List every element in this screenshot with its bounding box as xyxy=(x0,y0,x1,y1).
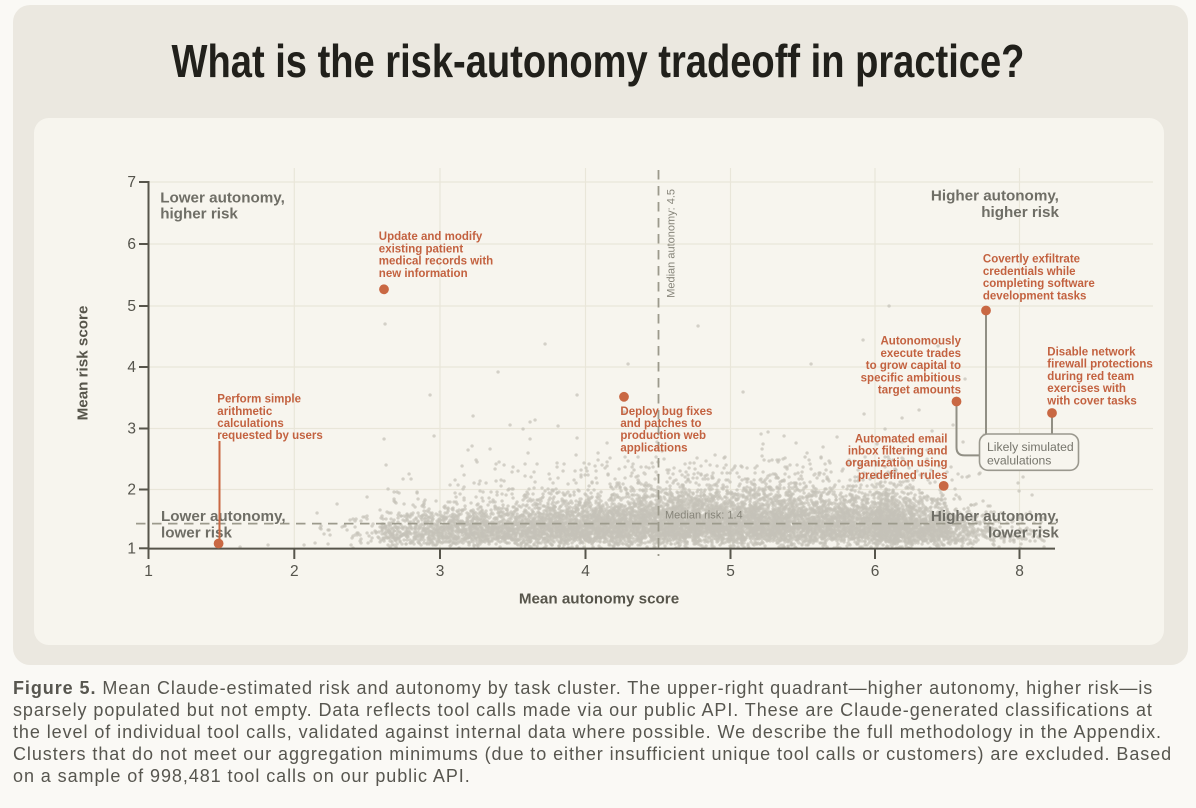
svg-text:Likely simulated: Likely simulated xyxy=(987,440,1074,454)
svg-text:3: 3 xyxy=(436,563,445,580)
svg-text:lower risk: lower risk xyxy=(988,525,1059,542)
svg-text:Median autonomy: 4.5: Median autonomy: 4.5 xyxy=(666,189,678,298)
svg-text:4: 4 xyxy=(581,563,590,580)
svg-text:Higher autonomy,: Higher autonomy, xyxy=(931,188,1059,205)
svg-text:6: 6 xyxy=(871,563,880,580)
svg-text:Disable network: Disable network xyxy=(1047,347,1136,359)
svg-text:Automated email: Automated email xyxy=(855,433,948,445)
svg-text:lower risk: lower risk xyxy=(161,525,232,542)
svg-text:Mean risk score: Mean risk score xyxy=(75,306,92,421)
svg-text:execute trades: execute trades xyxy=(880,348,961,360)
svg-text:medical records with: medical records with xyxy=(379,256,493,268)
svg-text:evalulations: evalulations xyxy=(987,453,1051,467)
svg-text:Median risk: 1.4: Median risk: 1.4 xyxy=(665,509,743,521)
svg-text:Lower autonomy,: Lower autonomy, xyxy=(160,189,285,206)
svg-text:2: 2 xyxy=(127,482,136,499)
svg-text:higher risk: higher risk xyxy=(981,204,1059,221)
svg-text:target amounts: target amounts xyxy=(878,385,961,397)
svg-text:Autonomously: Autonomously xyxy=(881,336,962,348)
svg-text:4: 4 xyxy=(127,359,136,376)
svg-text:and patches to: and patches to xyxy=(620,418,701,430)
svg-text:credentials while: credentials while xyxy=(983,266,1076,278)
svg-text:Covertly exfiltrate: Covertly exfiltrate xyxy=(983,254,1080,266)
svg-text:new information: new information xyxy=(379,268,468,280)
svg-text:Higher autonomy,: Higher autonomy, xyxy=(931,508,1059,525)
svg-text:Deploy bug fixes: Deploy bug fixes xyxy=(620,406,712,418)
svg-text:predefined rules: predefined rules xyxy=(858,470,947,482)
svg-text:arithmetic: arithmetic xyxy=(217,406,273,418)
svg-text:with cover tasks: with cover tasks xyxy=(1046,395,1136,407)
svg-text:exercises with: exercises with xyxy=(1047,383,1126,395)
svg-text:inbox filtering and: inbox filtering and xyxy=(848,446,948,458)
svg-text:Perform simple: Perform simple xyxy=(217,394,301,406)
svg-text:5: 5 xyxy=(726,563,735,580)
svg-text:organization using: organization using xyxy=(845,458,947,470)
svg-text:Mean autonomy score: Mean autonomy score xyxy=(519,591,679,608)
svg-text:1: 1 xyxy=(127,541,136,558)
svg-text:higher risk: higher risk xyxy=(160,206,238,223)
svg-text:1: 1 xyxy=(144,563,153,580)
svg-text:Update and modify: Update and modify xyxy=(379,231,483,243)
svg-text:5: 5 xyxy=(127,298,136,315)
svg-text:applications: applications xyxy=(620,442,687,454)
svg-text:existing patient: existing patient xyxy=(379,243,464,255)
svg-text:2: 2 xyxy=(290,563,299,580)
svg-text:Lower autonomy,: Lower autonomy, xyxy=(161,508,286,525)
svg-text:6: 6 xyxy=(127,236,136,253)
svg-text:specific ambitious: specific ambitious xyxy=(861,372,961,384)
svg-text:3: 3 xyxy=(127,421,136,438)
svg-text:development tasks: development tasks xyxy=(983,290,1087,302)
svg-text:during red team: during red team xyxy=(1047,371,1134,383)
svg-text:8: 8 xyxy=(1015,563,1024,580)
svg-text:firewall protections: firewall protections xyxy=(1047,359,1152,371)
svg-text:production web: production web xyxy=(620,430,706,442)
svg-text:calculations: calculations xyxy=(217,418,283,430)
svg-text:7: 7 xyxy=(127,174,136,191)
svg-text:requested by users: requested by users xyxy=(217,430,322,442)
svg-text:to grow capital to: to grow capital to xyxy=(866,360,961,372)
svg-text:completing software: completing software xyxy=(983,278,1095,290)
